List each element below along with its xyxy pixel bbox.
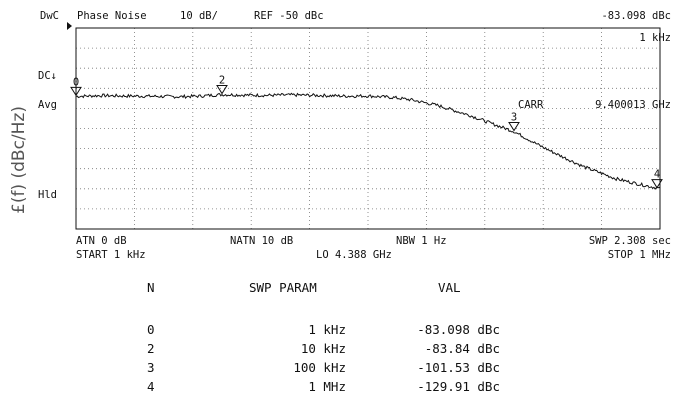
carrier-value: 9.400013 GHz [595, 99, 671, 111]
trace-mode-avg: Avg [38, 99, 57, 111]
plot-frame [75, 27, 661, 230]
footer-atn: ATN 0 dB [76, 235, 127, 247]
trace-layer [75, 92, 661, 190]
header-left: DwC [40, 10, 59, 22]
marker-triangle-icon [508, 122, 520, 132]
marker-layer: 0 2 3 4 [70, 75, 663, 189]
marker-triangle-icon [651, 179, 663, 189]
footer-nbw: NBW 1 Hz [396, 235, 447, 247]
carrier-label: CARR [518, 99, 544, 111]
active-channel-icon [67, 22, 72, 30]
phase-noise-trace [75, 92, 661, 190]
footer-start: START 1 kHz [76, 249, 146, 261]
footer-swp: SWP 2.308 sec [589, 235, 671, 247]
marker-label: 2 [219, 75, 225, 87]
trace-mode-hld: Hld [38, 189, 57, 201]
scale-readout: 10 dB/ [180, 10, 218, 22]
marker-label: 0 [73, 76, 79, 88]
trace-mode-dc: DC↓ [38, 70, 57, 82]
marker-freq-readout: 1 kHz [639, 32, 671, 44]
marker-triangle-icon [216, 85, 228, 95]
marker-value-readout: -83.098 dBc [601, 10, 671, 22]
y-axis-label: £(f) (dBc/Hz) [9, 106, 29, 214]
chart-title: Phase Noise [77, 10, 147, 22]
footer-stop: STOP 1 MHz [608, 249, 671, 261]
reference-readout: REF -50 dBc [254, 10, 324, 22]
plot-grid [76, 28, 660, 229]
marker-label: 4 [654, 169, 660, 181]
footer-natn: NATN 10 dB [230, 235, 293, 247]
marker-triangle-icon [70, 86, 82, 97]
marker-label: 3 [511, 112, 517, 124]
footer-lo: LO 4.388 GHz [316, 249, 392, 261]
